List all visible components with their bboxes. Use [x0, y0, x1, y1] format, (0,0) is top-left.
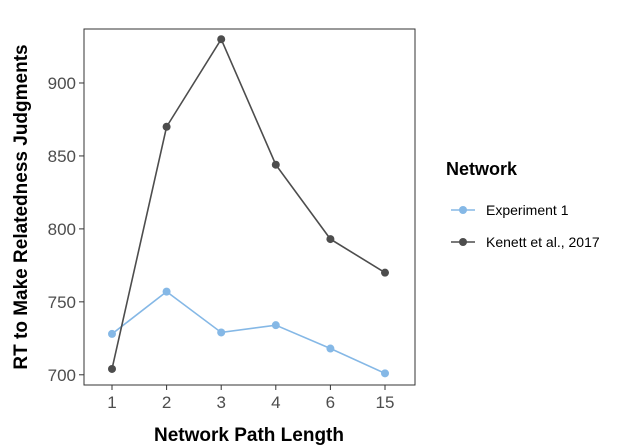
x-tick-label: 4 [271, 393, 280, 412]
series-1-point [271, 321, 280, 330]
x-tick-label: 3 [216, 393, 225, 412]
x-axis: 1 2 3 4 6 15 [107, 385, 394, 412]
series-line-1 [111, 290, 386, 375]
series-2-point [381, 268, 389, 277]
series-1-point [326, 344, 335, 353]
x-tick-label: 15 [376, 393, 395, 412]
x-axis-title: Network Path Length [154, 425, 344, 446]
series-2-point [271, 160, 280, 169]
y-tick-label: 850 [48, 147, 76, 166]
series-2-point [217, 35, 226, 44]
y-tick-label: 750 [48, 293, 76, 312]
y-axis-title: RT to Make Relatedness Judgments [11, 44, 32, 369]
series-line-2 [111, 37, 386, 370]
legend-key-point [459, 238, 467, 246]
series-1-point [108, 329, 116, 338]
series-2-point [162, 122, 171, 131]
series-2-point [326, 235, 335, 244]
y-tick-label: 900 [48, 74, 76, 93]
legend: Network Experiment 1 Kenett et al., 2017 [446, 159, 600, 250]
x-tick-label: 2 [162, 393, 171, 412]
legend-title: Network [446, 159, 518, 179]
y-tick-label: 700 [48, 366, 76, 385]
series-layer [108, 35, 389, 378]
x-tick-label: 1 [107, 393, 116, 412]
legend-label: Kenett et al., 2017 [486, 234, 600, 250]
y-tick-label: 800 [48, 220, 76, 239]
x-tick-label: 6 [326, 393, 335, 412]
legend-label: Experiment 1 [486, 202, 569, 218]
y-axis: 700 750 800 850 900 [48, 74, 84, 385]
series-1-point [162, 287, 171, 296]
legend-key-point [459, 206, 467, 214]
series-2-point [108, 364, 116, 373]
series-1-point [217, 328, 226, 337]
series-1-point [381, 369, 389, 378]
plot-panel [83, 28, 416, 386]
